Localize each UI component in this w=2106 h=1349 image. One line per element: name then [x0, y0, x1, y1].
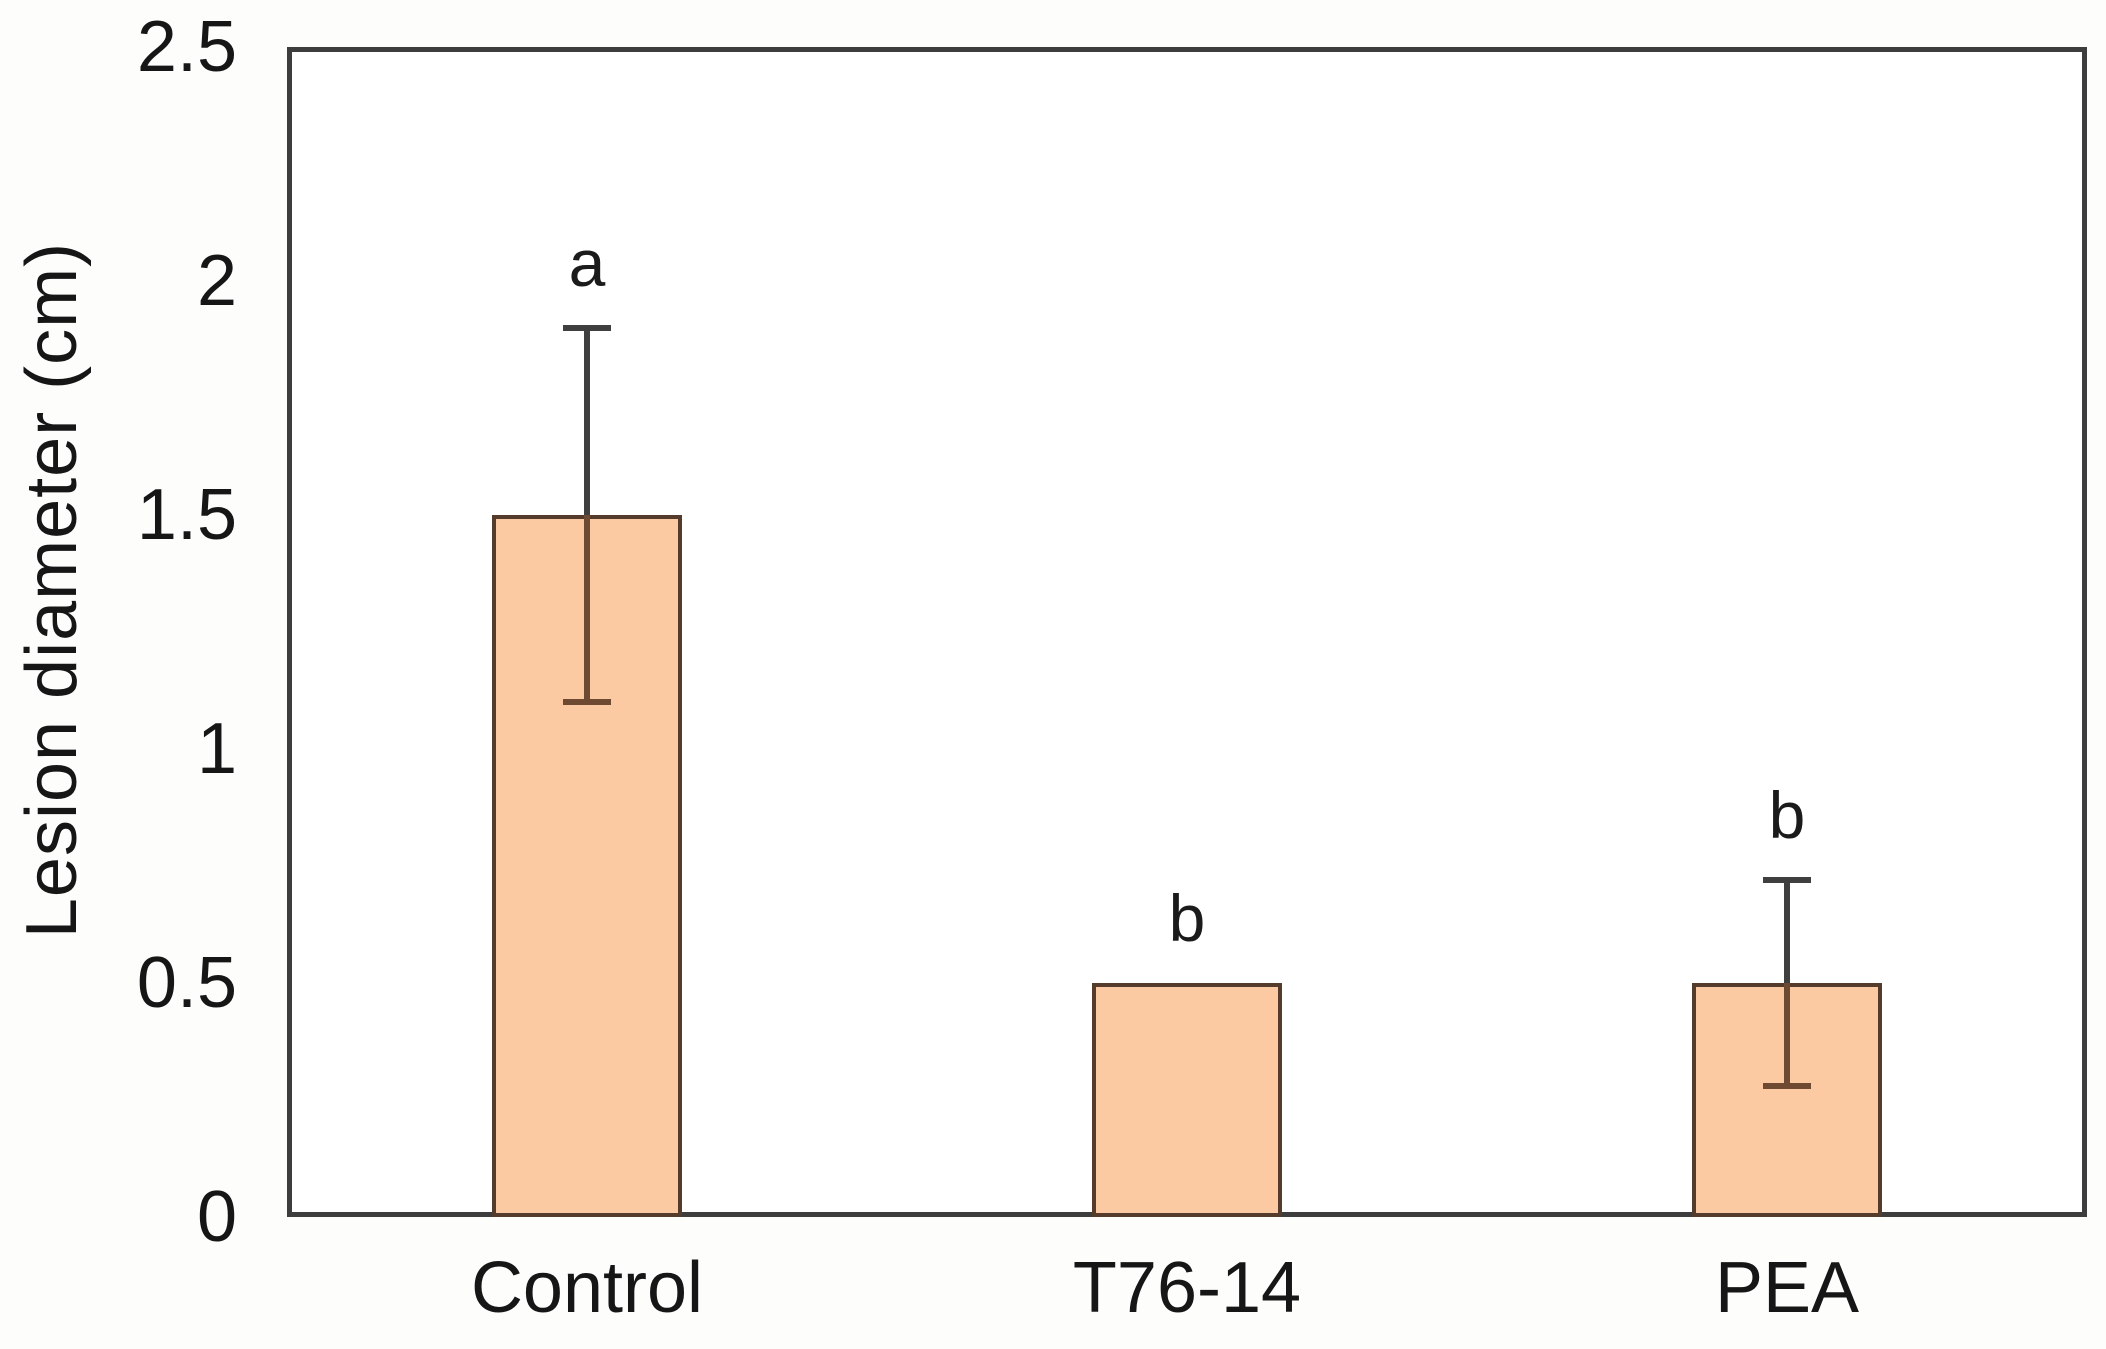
error-bar-line-upper — [584, 327, 590, 515]
error-bar-line-lower — [1784, 983, 1790, 1086]
significance-letter-control: a — [568, 225, 606, 300]
x-category-label-pea: PEA — [1714, 1248, 1860, 1328]
error-bar-cap-top — [1763, 877, 1811, 884]
y-tick-label: 2.5 — [136, 7, 237, 87]
y-tick-label: 0 — [196, 1177, 237, 1257]
y-tick-label: 1 — [196, 709, 237, 789]
x-category-label-t76-14: T76-14 — [1072, 1248, 1302, 1328]
error-bar-line-lower — [584, 515, 590, 703]
error-bar-line-upper — [1784, 880, 1790, 983]
error-bar-cap-top — [563, 324, 611, 331]
error-bar-cap-bottom — [1763, 1082, 1811, 1089]
bar-t76-14 — [1092, 983, 1282, 1217]
y-tick-label: 2 — [196, 241, 237, 321]
y-tick-label: 0.5 — [136, 943, 237, 1023]
error-bar-cap-bottom — [563, 699, 611, 706]
y-axis-label-text: Lesion diameter (cm) — [12, 241, 92, 939]
y-tick-label: 1.5 — [136, 475, 237, 555]
significance-letter-t76-14: b — [1168, 881, 1206, 955]
significance-letter-pea: b — [1768, 778, 1806, 853]
x-category-label-control: Control — [470, 1248, 704, 1328]
